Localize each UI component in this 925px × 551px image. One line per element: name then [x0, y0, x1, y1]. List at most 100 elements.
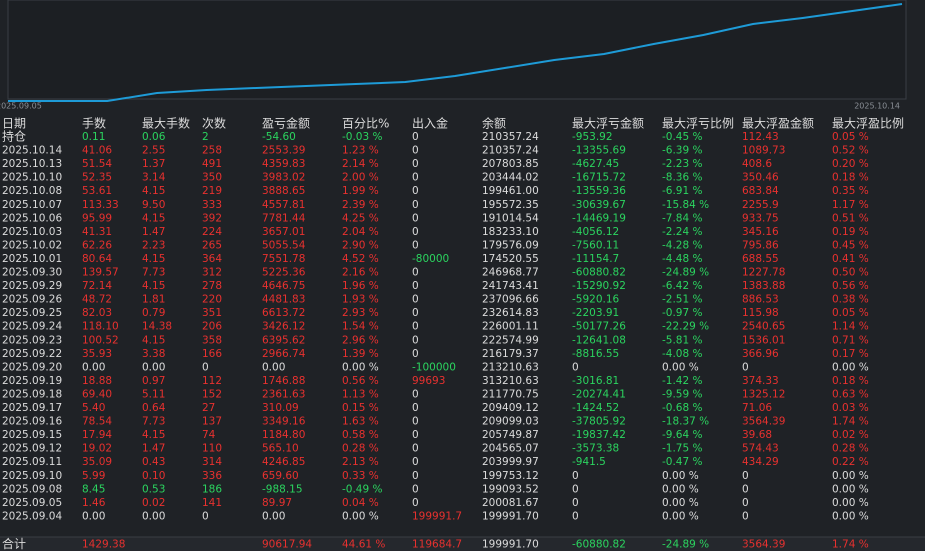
table-cell: 4359.83: [262, 158, 305, 170]
table-cell: 265: [202, 239, 222, 251]
table-cell: 350: [202, 172, 222, 184]
table-cell: -7560.11: [572, 239, 619, 251]
table-cell: 0.00 %: [832, 497, 869, 509]
table-cell: 2.39 %: [342, 199, 379, 211]
table-cell: 0: [412, 334, 419, 346]
table-cell: -16715.72: [572, 172, 626, 184]
table-cell: 2.93 %: [342, 307, 379, 319]
total-cell: 90617.94: [262, 539, 312, 551]
column-header: 盈亏金额: [262, 116, 310, 131]
table-cell: 207803.85: [482, 158, 539, 170]
table-cell: 0: [412, 497, 419, 509]
table-cell: 2025.09.12: [2, 443, 62, 455]
table-cell: 1.47: [142, 226, 165, 238]
table-cell: -50177.26: [572, 321, 626, 333]
table-cell: 3888.65: [262, 185, 305, 197]
table-cell: 0.19 %: [832, 226, 869, 238]
table-cell: 2025.09.18: [2, 388, 62, 400]
table-cell: 0: [572, 361, 579, 373]
table-cell: 53.61: [82, 185, 112, 197]
table-cell: 0.00: [142, 510, 165, 522]
table-cell: -18.37 %: [662, 416, 709, 428]
table-cell: -0.47 %: [662, 456, 703, 468]
table-cell: 18.88: [82, 375, 112, 387]
table-cell: 2.96 %: [342, 334, 379, 346]
total-band: [0, 537, 925, 551]
column-header: 最大浮盈金额: [742, 116, 814, 131]
table-cell: 336: [202, 470, 222, 482]
table-cell: 0: [572, 497, 579, 509]
table-cell: 1.17 %: [832, 199, 869, 211]
table-cell: -1.75 %: [662, 443, 703, 455]
column-header: 最大浮盈比例: [832, 117, 904, 131]
table-cell: 2.55: [142, 145, 165, 157]
table-cell: 7781.44: [262, 212, 306, 224]
table-cell: 持仓: [2, 129, 26, 144]
table-cell: 350.46: [742, 172, 779, 184]
table-cell: 2025.09.24: [2, 321, 62, 333]
table-cell: 491: [202, 158, 222, 170]
table-cell: 0.64: [142, 402, 166, 414]
table-cell: 4646.75: [262, 280, 305, 292]
total-cell: 3564.39: [742, 539, 785, 551]
table-cell: -4.48 %: [662, 253, 703, 265]
table-cell: 5225.36: [262, 267, 306, 279]
table-cell: 78.54: [82, 416, 112, 428]
table-cell: 4.15: [142, 185, 165, 197]
table-cell: 8.45: [82, 483, 105, 495]
table-cell: 220: [202, 294, 222, 306]
table-cell: 110: [202, 443, 222, 455]
table-cell: 39.68: [742, 429, 772, 441]
table-cell: 1.13 %: [342, 388, 379, 400]
table-cell: 0.00 %: [662, 361, 699, 373]
table-cell: 1.54 %: [342, 321, 379, 333]
table-cell: 2025.09.20: [2, 361, 62, 373]
table-cell: 2540.65: [742, 321, 785, 333]
table-cell: 222574.99: [482, 334, 539, 346]
table-cell: 313210.63: [482, 375, 539, 387]
table-cell: 7.73: [142, 416, 165, 428]
table-cell: 0: [412, 212, 419, 224]
table-cell: 0.50 %: [832, 267, 869, 279]
total-cell: -60880.82: [572, 539, 626, 551]
table-cell: -100000: [412, 361, 456, 373]
table-cell: 4.15: [142, 212, 165, 224]
table-cell: -3016.81: [572, 375, 619, 387]
table-cell: 209409.12: [482, 402, 539, 414]
table-cell: 1746.88: [262, 375, 305, 387]
table-cell: 0: [412, 388, 419, 400]
table-cell: 0.00 %: [832, 470, 869, 482]
table-cell: 0: [742, 470, 749, 482]
table-cell: 886.53: [742, 294, 779, 306]
table-cell: -4.08 %: [662, 348, 703, 360]
table-cell: 226001.11: [482, 321, 539, 333]
table-cell: 232614.83: [482, 307, 539, 319]
table-cell: 933.75: [742, 212, 779, 224]
column-header: 最大浮亏金额: [572, 116, 644, 131]
table-cell: 0: [742, 497, 749, 509]
table-cell: 0.00: [82, 510, 105, 522]
total-cell: 199991.70: [482, 539, 539, 551]
table-cell: 2025.09.23: [2, 334, 62, 346]
table-cell: 1089.73: [742, 145, 785, 157]
table-cell: -60880.82: [572, 267, 626, 279]
table-cell: 0: [412, 416, 419, 428]
table-cell: 3426.12: [262, 321, 305, 333]
table-cell: 0: [412, 158, 419, 170]
table-cell: 5055.54: [262, 239, 306, 251]
table-cell: 2025.10.13: [2, 158, 62, 170]
table-cell: 2025.10.10: [2, 172, 62, 184]
table-cell: -13355.69: [572, 145, 626, 157]
x-tick-label: 2025.09.05: [0, 102, 42, 111]
table-cell: 1.63 %: [342, 416, 379, 428]
table-cell: 3657.01: [262, 226, 305, 238]
table-cell: 2025.09.17: [2, 402, 62, 414]
table-cell: 2553.39: [262, 145, 305, 157]
table-cell: 0: [412, 348, 419, 360]
table-cell: 1.93 %: [342, 294, 379, 306]
table-cell: 199093.52: [482, 483, 539, 495]
table-cell: 278: [202, 280, 222, 292]
table-cell: 1.96 %: [342, 280, 379, 292]
table-cell: 0.45 %: [832, 239, 869, 251]
table-cell: 1227.78: [742, 267, 785, 279]
